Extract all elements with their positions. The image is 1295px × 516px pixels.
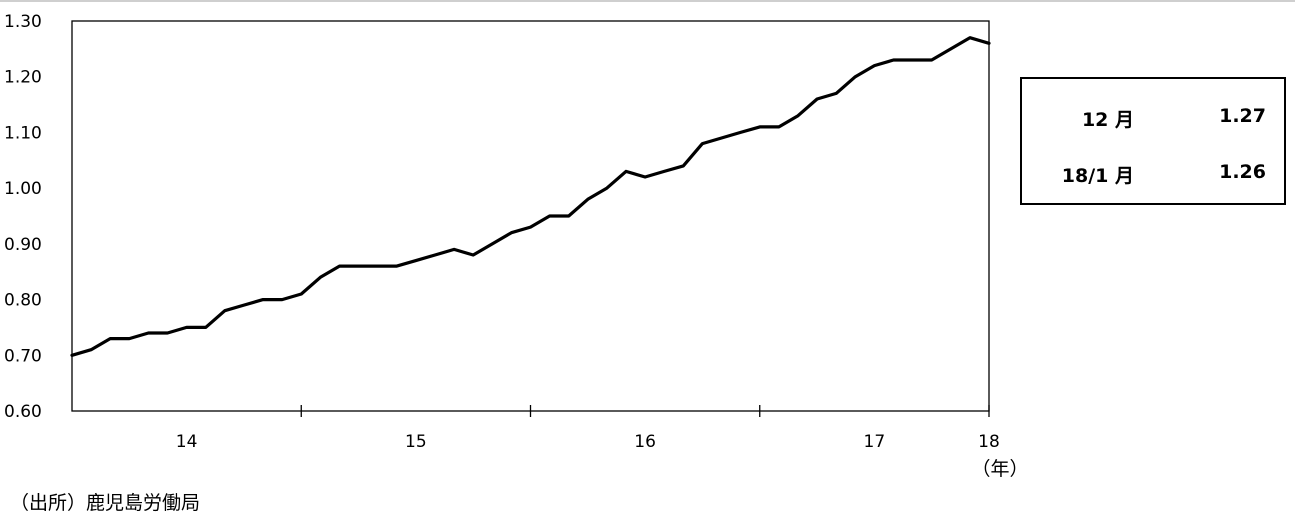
x-tick-label: 16 [634,432,656,452]
y-tick-label: 0.90 [4,235,42,255]
x-tick-label: 18 [978,432,1000,452]
x-axis-tick-labels: 14 15 16 17 18 [176,432,1000,452]
line-chart: 1.301.201.101.000.900.800.700.60 14 15 16 1… [4,12,1029,480]
plot-area-frame [71,20,990,412]
series-line [70,36,991,357]
source-note: （出所）鹿児島労働局 [10,492,201,514]
y-axis-tick-labels: 1.30 1.20 1.10 1.00 0.90 0.80 0.70 0.60 [4,12,42,422]
latest-value-label: 12 月 [1081,109,1134,131]
x-axis-unit-label: （年） [971,458,1028,480]
y-tick-label: 1.10 [4,123,42,143]
latest-values-box: 12 月 1.27 18/1 月 1.26 [1020,77,1286,205]
y-tick-label: 0.80 [4,291,42,311]
y-tick-label: 1.20 [4,68,42,88]
latest-value-label: 18/1 月 [1061,165,1134,187]
x-tick-label: 17 [864,432,886,452]
y-tick-label: 0.60 [4,402,42,422]
y-tick-label: 1.00 [4,179,42,199]
latest-value: 1.27 [1219,105,1266,127]
top-border-line [0,0,1295,2]
latest-value: 1.26 [1219,161,1266,183]
x-tick-label: 14 [176,432,198,452]
x-tick-label: 15 [405,432,427,452]
latest-value-row: 18/1 月 1.26 [1022,161,1284,191]
y-tick-label: 0.70 [4,346,42,366]
latest-value-row: 12 月 1.27 [1022,105,1284,135]
y-tick-label: 1.30 [4,12,42,32]
